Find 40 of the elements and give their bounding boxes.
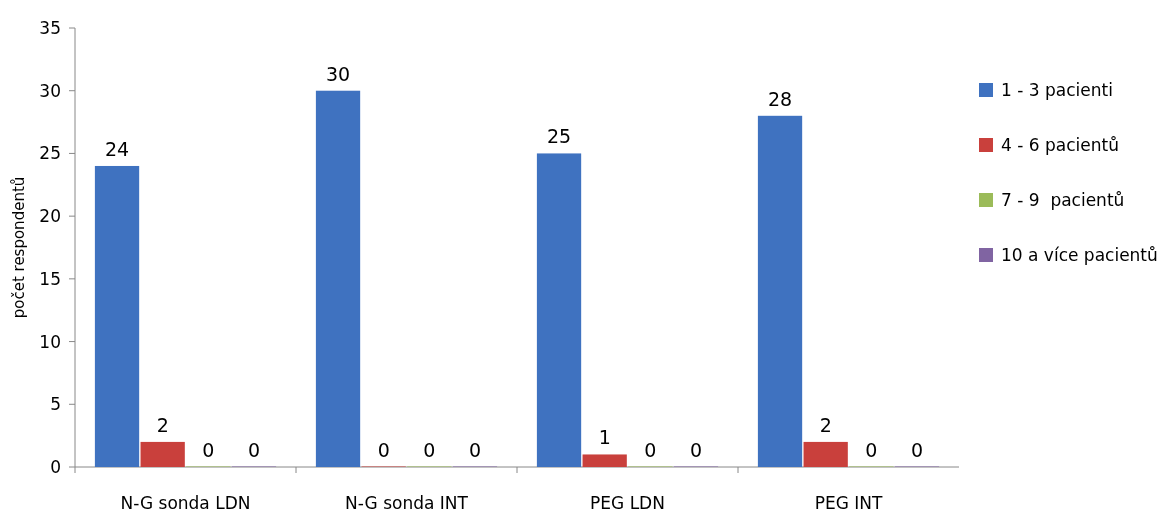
data-label: 25 <box>546 125 572 148</box>
data-label: 30 <box>325 62 351 85</box>
data-label: 0 <box>689 439 703 461</box>
y-tick-label: 15 <box>39 268 61 289</box>
legend-label: 7 - 9 pacientů <box>1001 189 1125 210</box>
y-tick-label: 0 <box>50 456 61 477</box>
bar <box>140 441 185 467</box>
bar <box>94 165 140 467</box>
data-label: 2 <box>156 413 169 436</box>
bar <box>757 115 803 467</box>
data-label: 28 <box>767 87 793 110</box>
bar <box>582 454 627 467</box>
legend-label: 4 - 6 pacientů <box>1001 134 1119 155</box>
data-label: 0 <box>468 439 482 461</box>
data-label: 0 <box>202 439 215 461</box>
data-label: 0 <box>644 439 657 461</box>
x-tick-label: N-G sonda LDN <box>120 493 251 513</box>
y-tick-label: 25 <box>39 143 61 164</box>
legend-label: 10 a více pacientů <box>1001 244 1158 265</box>
data-label: 0 <box>247 439 261 461</box>
x-tick-label: N-G sonda INT <box>345 493 469 513</box>
bar <box>803 441 848 467</box>
legend-label: 1 - 3 pacienti <box>1001 79 1113 100</box>
y-axis-title: počet respondentů <box>10 176 28 319</box>
data-label: 0 <box>910 439 924 461</box>
data-label: 2 <box>819 413 832 436</box>
x-tick-label: PEG LDN <box>590 493 665 513</box>
bar <box>315 90 361 467</box>
data-label: 1 <box>598 426 611 449</box>
data-label: 0 <box>865 439 878 461</box>
y-tick-label: 10 <box>39 331 61 352</box>
bar <box>536 153 582 467</box>
data-label: 0 <box>423 439 436 461</box>
y-tick-label: 30 <box>39 80 61 101</box>
y-tick-label: 35 <box>39 17 61 38</box>
x-tick-label: PEG INT <box>814 493 883 513</box>
y-tick-label: 20 <box>39 206 61 227</box>
data-label: 24 <box>104 137 130 160</box>
y-tick-label: 5 <box>50 394 61 415</box>
data-label: 0 <box>377 439 390 461</box>
